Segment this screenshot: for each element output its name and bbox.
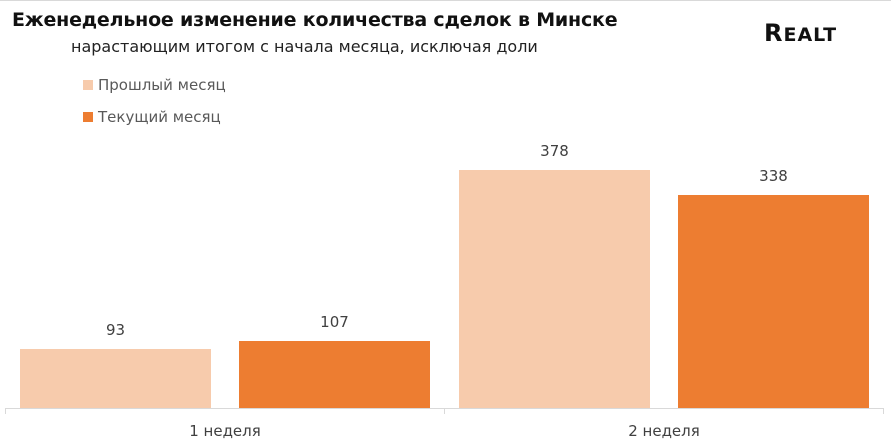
plot-area: 93 107 378 338	[8, 141, 882, 408]
bar-week2-previous-month	[459, 170, 650, 408]
realt-logo: REALT	[764, 19, 838, 47]
legend-swatch-previous-month	[83, 80, 93, 90]
data-label-week2-previous-month: 378	[540, 142, 569, 160]
x-axis-tick	[444, 408, 445, 414]
x-axis-tick	[5, 408, 6, 414]
x-axis-label-week1: 1 неделя	[189, 422, 261, 440]
data-label-week2-current-month: 338	[759, 167, 788, 185]
data-label-week1-previous-month: 93	[105, 321, 126, 339]
x-axis-tick	[883, 408, 884, 414]
bar-week1-previous-month	[20, 349, 211, 408]
legend-label-previous-month: Прошлый месяц	[98, 76, 226, 94]
x-axis-label-week2: 2 неделя	[628, 422, 700, 440]
legend-item-current-month: Текущий месяц	[83, 107, 226, 127]
legend-swatch-current-month	[83, 112, 93, 122]
chart-legend: Прошлый месяц Текущий месяц	[83, 75, 226, 139]
bar-week1-current-month	[239, 341, 430, 408]
chart-subtitle: нарастающим итогом с начала месяца, искл…	[71, 37, 538, 56]
data-label-week1-current-month: 107	[320, 313, 349, 331]
bar-week2-current-month	[678, 195, 869, 408]
chart-title: Еженедельное изменение количества сделок…	[12, 9, 618, 31]
legend-label-current-month: Текущий месяц	[98, 108, 221, 126]
legend-item-previous-month: Прошлый месяц	[83, 75, 226, 95]
